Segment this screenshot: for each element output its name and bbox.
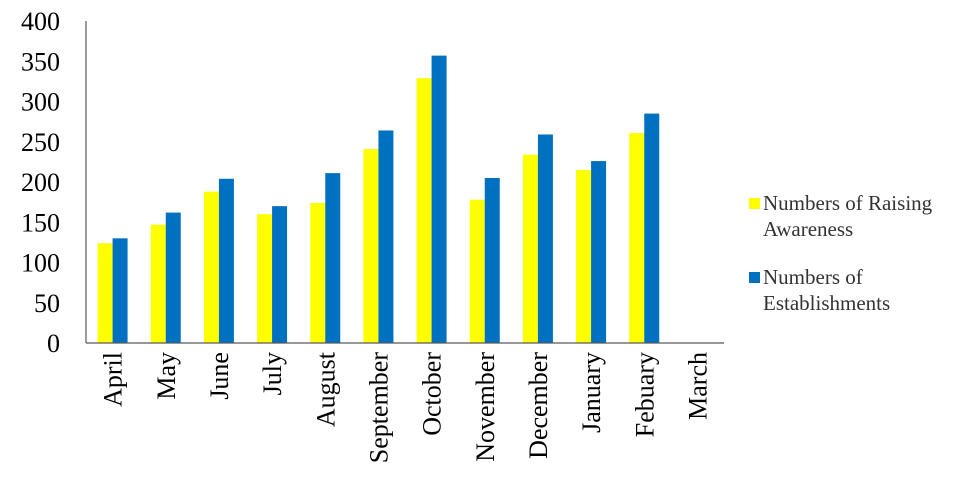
- legend-item-establishments: Numbers of Establishments: [749, 264, 964, 316]
- legend-label: Numbers of Raising Awareness: [763, 191, 933, 241]
- bar-establishments: [378, 130, 394, 343]
- y-tick-label: 100: [21, 249, 60, 278]
- bar-raising-awareness: [310, 202, 326, 343]
- x-tick-label: July: [258, 352, 287, 395]
- legend-item-raising-awareness: Numbers of Raising Awareness: [749, 190, 964, 242]
- bar-raising-awareness: [363, 148, 379, 343]
- x-tick-label: April: [99, 352, 128, 407]
- bars: [97, 55, 660, 344]
- bar-establishments: [644, 113, 660, 343]
- bar-establishments: [537, 134, 553, 343]
- bar-raising-awareness: [629, 132, 645, 343]
- x-tick-label: November: [471, 352, 500, 462]
- bar-establishments: [112, 238, 128, 343]
- x-tick-label: March: [683, 352, 712, 420]
- x-tick-label: May: [152, 352, 181, 400]
- y-tick-label: 150: [21, 208, 60, 237]
- bar-raising-awareness: [97, 243, 113, 343]
- x-tick-label: Febuary: [630, 352, 659, 437]
- bar-raising-awareness: [522, 154, 538, 343]
- x-tick-label: June: [205, 352, 234, 400]
- bar-raising-awareness: [416, 78, 432, 343]
- y-tick-label: 400: [21, 7, 60, 36]
- legend-swatch-yellow: [749, 198, 760, 209]
- x-tick-label: September: [364, 352, 393, 464]
- bar-raising-awareness: [150, 224, 166, 343]
- legend-label: Numbers of Establishments: [763, 265, 891, 315]
- bar-establishments: [165, 212, 181, 343]
- bar-establishments: [431, 55, 447, 344]
- bar-establishments: [218, 178, 234, 343]
- y-tick-label: 300: [21, 88, 60, 117]
- x-axis: April May June July August September October No…: [99, 351, 713, 463]
- y-tick-label: 200: [21, 168, 60, 197]
- bar-raising-awareness: [576, 169, 592, 343]
- legend-swatch-blue: [749, 272, 760, 283]
- bar-establishments: [272, 206, 288, 343]
- y-tick-label: 250: [21, 128, 60, 157]
- y-axis: 0 50 100 150 200 250 300 350 400: [21, 7, 60, 358]
- bar-raising-awareness: [257, 214, 273, 343]
- y-tick-label: 350: [21, 47, 60, 76]
- bar-raising-awareness: [469, 199, 485, 343]
- y-tick-label: 0: [47, 329, 60, 358]
- bar-establishments: [325, 173, 341, 343]
- bar-establishments: [591, 161, 607, 343]
- y-tick-label: 50: [34, 289, 60, 318]
- x-tick-label: January: [577, 352, 606, 433]
- x-tick-label: October: [418, 352, 447, 436]
- x-tick-label: December: [524, 352, 553, 459]
- bar-establishments: [484, 177, 500, 343]
- bar-raising-awareness: [203, 191, 219, 343]
- legend: Numbers of Raising Awareness Numbers of …: [749, 190, 964, 338]
- x-tick-label: August: [311, 351, 340, 427]
